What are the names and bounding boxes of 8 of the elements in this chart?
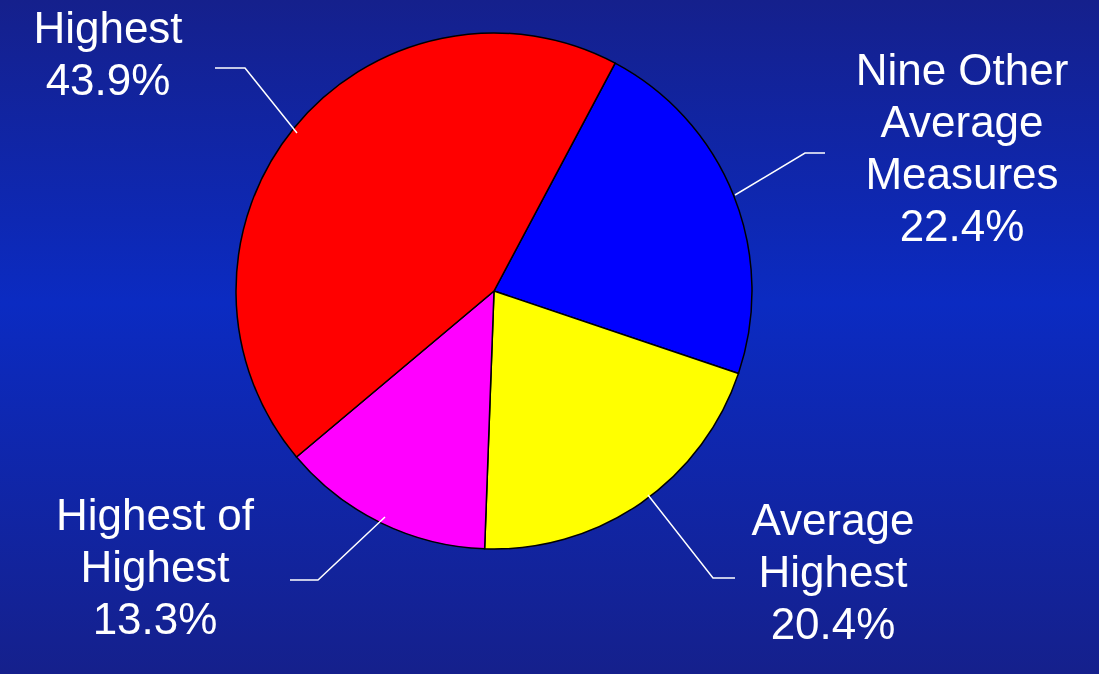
data-label: 13.3% (92, 594, 218, 643)
data-label: 22.4% (899, 201, 1025, 250)
slice-label: Highest (33, 3, 183, 52)
slice-label: Average Highest (751, 495, 915, 596)
data-label: 43.9% (45, 55, 171, 104)
slice-label: Highest of Highest (55, 490, 255, 591)
slice-label: Nine Other Average Measures (855, 45, 1069, 198)
data-label: 20.4% (770, 599, 896, 648)
